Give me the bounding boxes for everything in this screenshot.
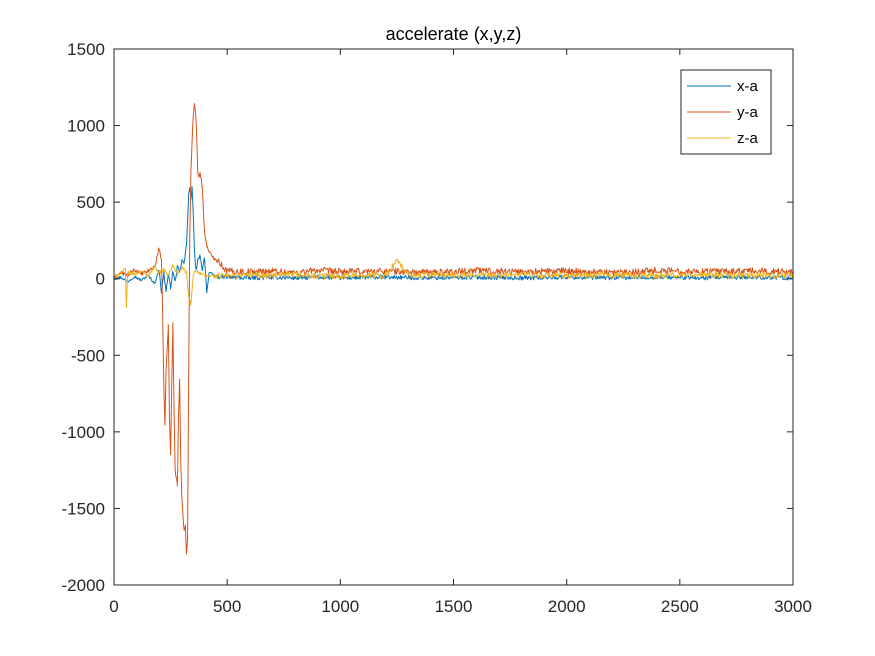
y-tick-label: 0 [96,270,105,289]
ticks-layer: 0 500 1000 1500 2000 2500 3000 -2000 -1500 -1000 -… [62,40,812,616]
x-tick-label: 1500 [435,597,473,616]
x-tick-label: 2500 [661,597,699,616]
y-tick-label: -2000 [62,576,105,595]
series-layer [114,102,793,555]
x-tick-label: 0 [109,597,118,616]
y-tick-label: -1000 [62,423,105,442]
y-tick-label: 1500 [67,40,105,59]
plot-area [114,49,793,585]
x-tick-label: 3000 [774,597,812,616]
y-tick-label: -500 [71,346,105,365]
series-line-z-a [114,258,793,309]
x-tick-label: 1000 [321,597,359,616]
chart-title: accelerate (x,y,z) [386,24,522,44]
x-tick-label: 500 [213,597,241,616]
legend-label: z-a [737,130,758,147]
y-tick-label: 500 [77,193,105,212]
series-line-y-a [114,102,793,555]
series-line-x-a [114,186,793,294]
legend-label: y-a [737,104,758,121]
y-tick-label: 1000 [67,117,105,136]
legend-label: x-a [737,78,758,95]
x-tick-label: 2000 [548,597,586,616]
legend: x-a y-a z-a [680,69,772,155]
y-tick-label: -1500 [62,499,105,518]
